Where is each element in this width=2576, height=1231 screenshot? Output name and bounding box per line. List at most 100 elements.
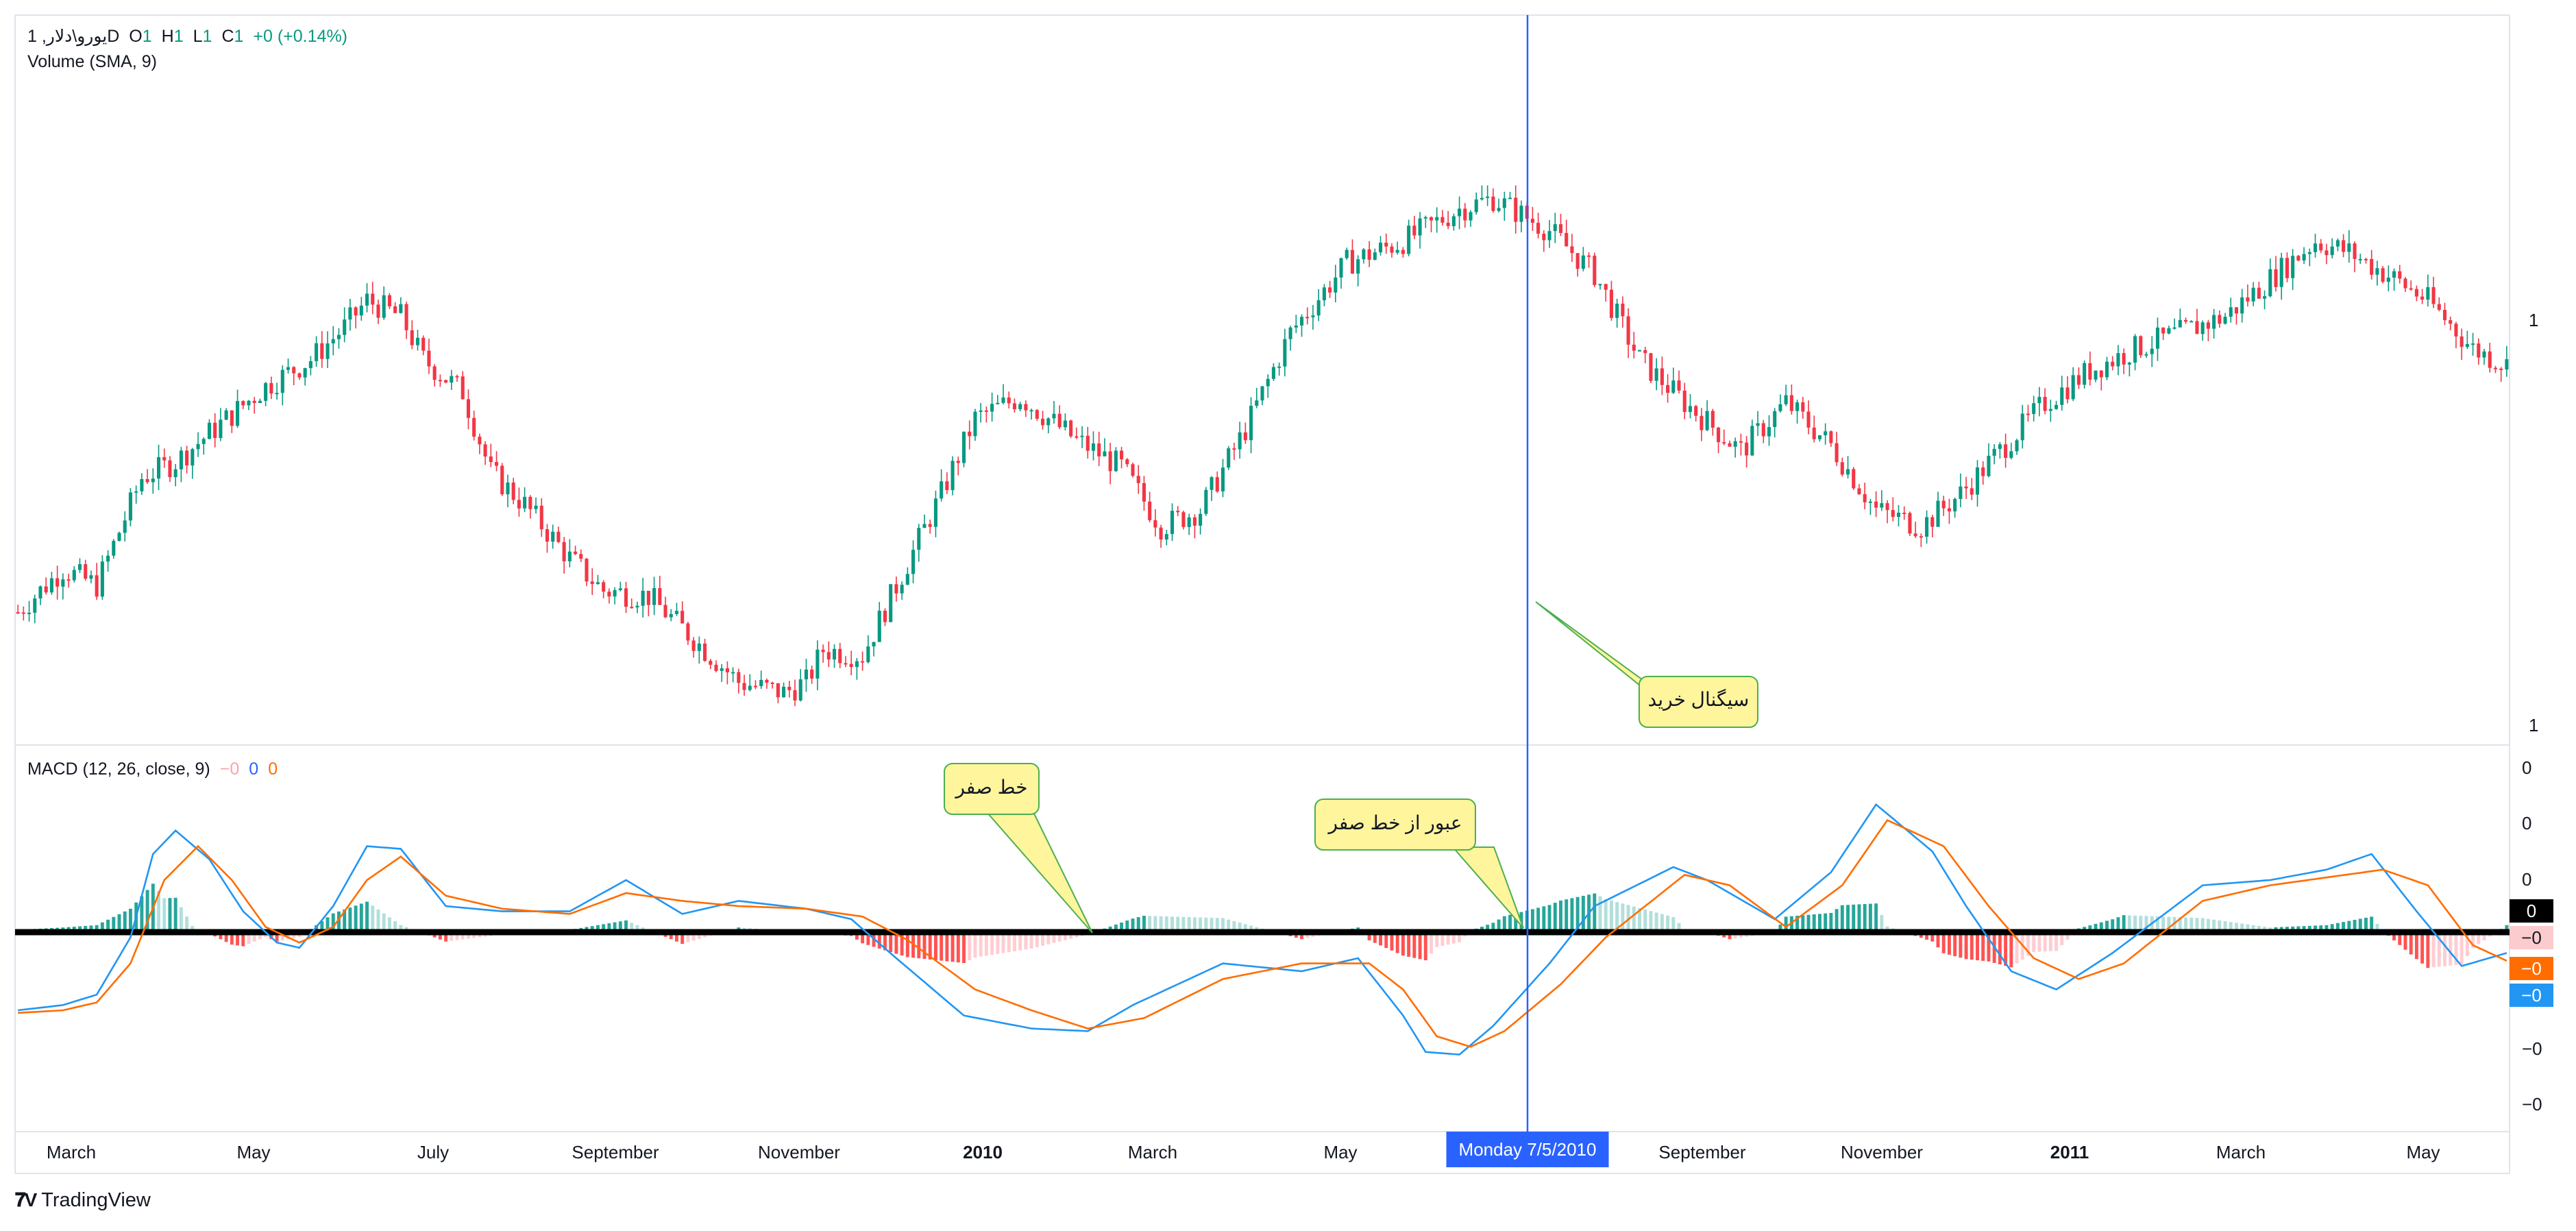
- histogram-bar: [2420, 932, 2425, 964]
- histogram-bar: [387, 917, 391, 932]
- candle-body: [1497, 208, 1501, 211]
- macd-legend[interactable]: MACD (12, 26, close, 9) −0 0 0: [27, 759, 278, 779]
- candle-body: [1666, 385, 1670, 393]
- histogram-bar: [2178, 917, 2182, 932]
- histogram-bar: [275, 932, 279, 942]
- histogram-bar: [444, 932, 448, 942]
- candle-body: [472, 417, 476, 437]
- candle-body: [292, 367, 296, 374]
- candle-body: [1621, 303, 1625, 317]
- histogram-bar: [2324, 925, 2329, 932]
- candle-body: [1514, 197, 1518, 222]
- candle-body: [539, 505, 543, 530]
- zero-line-callout[interactable]: [944, 763, 1093, 934]
- x-tick-label-year: 2010: [963, 1142, 1003, 1162]
- candle-body: [1615, 303, 1619, 318]
- candle-body: [511, 482, 515, 500]
- candle-body: [1046, 418, 1051, 426]
- candle-body: [1220, 467, 1225, 491]
- candle-body: [2493, 367, 2498, 369]
- histogram-bar: [2398, 932, 2402, 945]
- candle-body: [286, 367, 291, 370]
- histogram-bar: [1018, 932, 1022, 951]
- close-label: C: [221, 26, 234, 46]
- candle-body: [489, 456, 493, 463]
- histogram-bar: [691, 932, 696, 941]
- candle-body: [1170, 511, 1175, 535]
- histogram-bar: [2482, 932, 2486, 940]
- histogram-bar: [2358, 918, 2362, 932]
- histogram-bar: [1575, 897, 1580, 932]
- histogram-bar: [1660, 914, 1664, 932]
- tradingview-brand[interactable]: 𝟕V TradingView: [15, 1189, 151, 1212]
- candle-body: [928, 524, 932, 527]
- candle-body: [2111, 361, 2115, 367]
- candle-body: [2150, 348, 2154, 354]
- buy-signal-text: سيگنال خريد: [1647, 689, 1750, 710]
- candle-body: [264, 382, 268, 401]
- histogram-bar: [1024, 932, 1028, 950]
- candle-body: [2167, 328, 2171, 334]
- candle-body: [1880, 503, 1884, 508]
- candle-body: [1745, 442, 1749, 456]
- macd-indicator-label[interactable]: MACD (12, 26, close, 9): [27, 759, 210, 779]
- histogram-bar: [1880, 914, 1884, 932]
- candle-body: [1817, 435, 1822, 439]
- candle-body: [2054, 404, 2059, 409]
- volume-indicator-label[interactable]: Volume (SMA, 9): [27, 52, 157, 71]
- candle-body: [308, 361, 312, 369]
- symbol-name[interactable]: يورو\دلار, 1D: [27, 27, 120, 46]
- histogram-bar: [1125, 921, 1129, 932]
- candle-body: [1530, 219, 1534, 223]
- candle-body: [528, 496, 532, 509]
- candle-body: [1063, 420, 1067, 428]
- candle-body: [336, 334, 341, 339]
- zero-cross-callout[interactable]: [1314, 799, 1524, 929]
- candle-body: [168, 460, 172, 478]
- histogram-bar: [1857, 904, 1861, 932]
- histogram-bar: [2347, 921, 2351, 932]
- candle-body: [2313, 243, 2318, 252]
- candle-body: [145, 478, 149, 483]
- candle-body: [1750, 426, 1754, 456]
- histogram-bar: [1041, 932, 1045, 946]
- x-tick-label: May: [236, 1142, 271, 1162]
- tradingview-logo-icon: 𝟕V: [15, 1189, 37, 1210]
- histogram-bar: [1643, 910, 1647, 932]
- x-tick-label: November: [758, 1142, 840, 1162]
- histogram-bar: [1418, 932, 1422, 960]
- candle-body: [1379, 243, 1383, 253]
- histogram-bar: [1384, 932, 1388, 949]
- candle-body: [1835, 443, 1839, 463]
- candle-body: [348, 307, 352, 320]
- candle-body: [1671, 380, 1676, 393]
- candle-body: [1829, 431, 1833, 443]
- candle-body: [236, 401, 240, 426]
- buy-signal-callout[interactable]: [1535, 601, 1758, 728]
- volume-legend[interactable]: Volume (SMA, 9): [27, 52, 157, 72]
- histogram-bar: [1638, 907, 1641, 932]
- macd-tag-signal: −0: [2510, 957, 2553, 980]
- histogram-bar: [450, 932, 454, 941]
- candle-body: [1120, 450, 1124, 460]
- candle-body: [821, 649, 825, 653]
- candle-body: [720, 668, 724, 671]
- candle-body: [1057, 413, 1062, 428]
- candle-body: [1953, 498, 1957, 512]
- candle-body: [562, 541, 566, 561]
- candle-body: [1131, 464, 1135, 476]
- candle-body: [343, 319, 347, 335]
- histogram-bar: [1486, 925, 1490, 932]
- histogram-bar: [1671, 917, 1676, 932]
- candle-body: [523, 496, 527, 509]
- candle-body: [2353, 243, 2357, 259]
- histogram-bar: [1863, 903, 1867, 932]
- histogram-bar: [157, 890, 160, 932]
- candle-body: [2144, 354, 2148, 356]
- histogram-bar: [1063, 932, 1067, 940]
- candle-body: [2482, 351, 2486, 358]
- candle-body: [855, 661, 859, 668]
- histogram-bar: [2392, 932, 2396, 940]
